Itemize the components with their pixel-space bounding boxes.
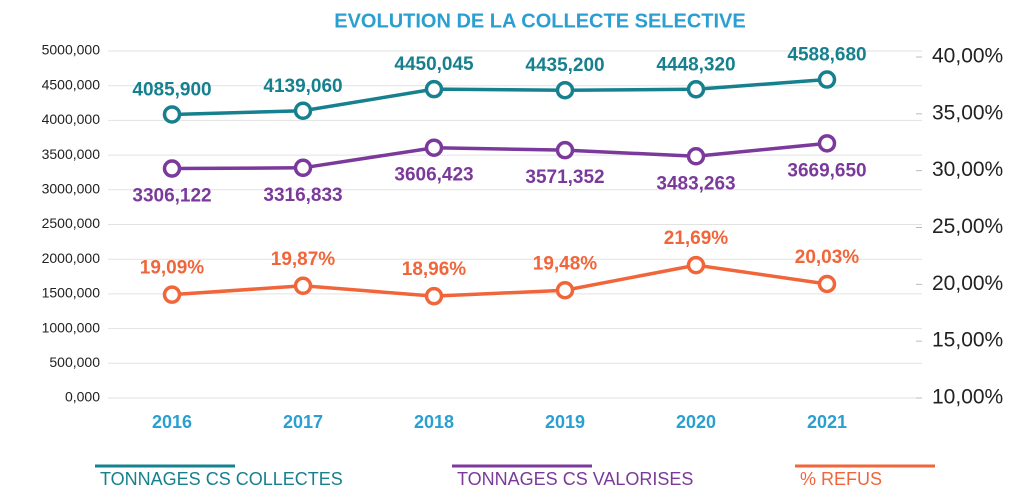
point [293, 276, 313, 296]
data-label: 3571,352 [525, 167, 604, 188]
point [162, 159, 182, 178]
legend-label: % REFUS [800, 469, 882, 489]
data-label: 3606,423 [394, 165, 473, 186]
chart-title: EVOLUTION DE LA COLLECTE SELECTIVE [334, 10, 746, 32]
series-line [171, 263, 828, 298]
point [555, 140, 575, 160]
y-tick-label: 4000,000 [42, 111, 101, 127]
data-label: 3306,122 [132, 186, 211, 207]
data-label: 19,48% [533, 253, 598, 274]
series-line [171, 141, 828, 171]
data-label: 4450,045 [394, 54, 474, 75]
x-tick-label: 2019 [545, 412, 585, 432]
data-label: 19,87% [271, 249, 336, 270]
y2-tick-label: 25,00% [932, 215, 1003, 238]
point [686, 255, 706, 275]
point [293, 158, 313, 178]
y-tick-label: 0,000 [65, 389, 100, 405]
y2-tick-label: 35,00% [932, 101, 1003, 124]
y-tick-label: 5000,000 [42, 42, 101, 58]
y-tick-label: 1500,000 [42, 285, 101, 301]
data-label: 3316,833 [263, 185, 342, 206]
y2-tick-label: 20,00% [932, 272, 1003, 295]
y-tick-label: 1000,000 [42, 319, 101, 335]
point [293, 101, 313, 120]
x-tick-label: 2020 [676, 412, 716, 432]
point [817, 274, 837, 294]
point [686, 80, 706, 99]
y2-tick-label: 40,00% [932, 45, 1003, 68]
point [424, 286, 444, 306]
point [555, 280, 575, 300]
y-tick-label: 3500,000 [42, 146, 101, 162]
legend-label: TONNAGES CS COLLECTES [100, 469, 343, 489]
data-label: 4139,060 [263, 76, 342, 97]
y-tick-label: 3000,000 [42, 181, 101, 197]
point [424, 79, 444, 99]
series-line [171, 77, 828, 117]
y2-tick-label: 15,00% [932, 329, 1003, 352]
data-label: 4448,320 [656, 54, 735, 75]
x-tick-label: 2016 [152, 412, 192, 432]
data-label: 21,69% [664, 228, 729, 249]
point [817, 134, 837, 153]
y-tick-label: 500,000 [49, 354, 100, 370]
point [686, 147, 706, 166]
data-label: 4435,200 [525, 55, 604, 76]
x-tick-label: 2018 [414, 412, 454, 432]
point [162, 285, 182, 304]
data-label: 19,09% [140, 258, 205, 279]
data-label: 3483,263 [656, 173, 735, 194]
y2-tick-label: 30,00% [932, 158, 1003, 181]
y-tick-label: 2500,000 [42, 215, 101, 231]
y-tick-label: 2000,000 [42, 250, 101, 266]
point [817, 70, 837, 89]
point [162, 105, 182, 124]
x-tick-label: 2017 [283, 412, 323, 432]
data-label: 20,03% [795, 247, 860, 268]
data-label: 4085,900 [132, 79, 211, 100]
point [555, 80, 575, 100]
data-label: 3669,650 [787, 160, 866, 181]
data-label: 4588,680 [787, 45, 866, 66]
legend-label: TONNAGES CS VALORISES [457, 469, 693, 489]
x-tick-label: 2021 [807, 412, 847, 432]
y2-tick-label: 10,00% [932, 386, 1003, 409]
point [424, 138, 444, 157]
y-tick-label: 4500,000 [42, 76, 101, 92]
data-label: 18,96% [402, 259, 467, 280]
